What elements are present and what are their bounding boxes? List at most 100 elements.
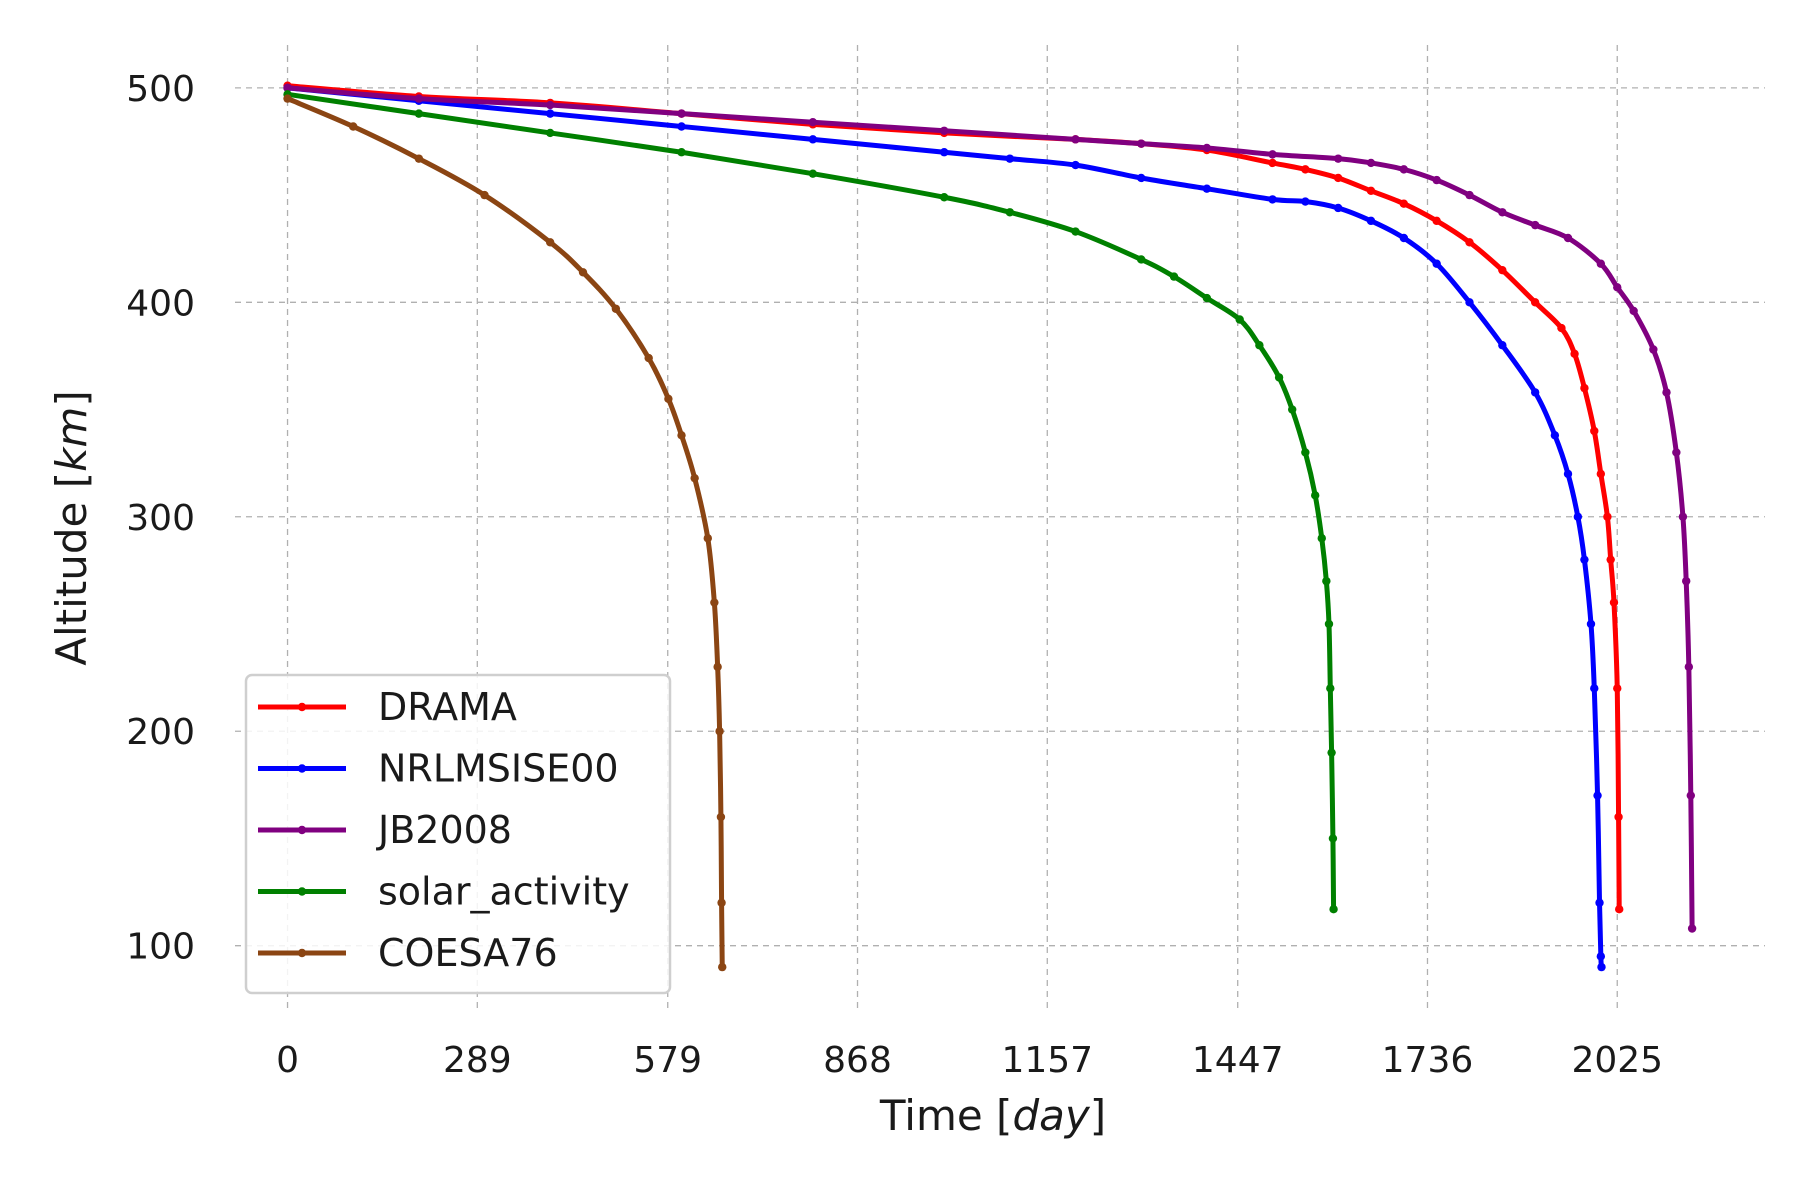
data-point <box>1586 619 1596 629</box>
data-point <box>1432 216 1441 226</box>
data-point <box>1580 555 1589 564</box>
data-point <box>1684 662 1694 672</box>
data-point <box>1329 905 1338 914</box>
data-point <box>1324 619 1334 629</box>
data-point <box>677 148 686 157</box>
legend-marker <box>297 887 307 896</box>
data-point <box>1327 748 1336 757</box>
x-tick-label: 0 <box>276 1040 299 1081</box>
data-point <box>1432 259 1441 268</box>
data-point <box>644 353 653 363</box>
data-point <box>1606 555 1615 564</box>
data-point <box>716 812 726 822</box>
data-point <box>414 94 424 103</box>
data-point <box>1629 306 1638 316</box>
data-point <box>1530 298 1540 307</box>
data-point <box>1613 283 1622 292</box>
data-point <box>690 473 699 483</box>
data-point <box>1590 426 1599 436</box>
legend-entry-drama: DRAMA <box>258 685 517 729</box>
data-point <box>1596 469 1606 479</box>
legend-entry-coesa76: COESA76 <box>258 931 558 975</box>
data-point <box>1071 227 1080 236</box>
data-point <box>1596 952 1606 961</box>
data-point <box>1682 576 1691 586</box>
data-point <box>1268 150 1277 159</box>
data-point <box>1288 405 1297 414</box>
legend-marker <box>297 764 307 773</box>
data-point <box>1595 898 1604 907</box>
data-point <box>1005 154 1015 163</box>
x-tick-label: 289 <box>443 1040 512 1081</box>
data-point <box>1136 255 1146 264</box>
data-point <box>611 304 621 313</box>
data-point <box>703 534 712 543</box>
data-point <box>1609 598 1619 607</box>
data-point <box>808 169 818 178</box>
series-line-jb2008 <box>285 85 1695 932</box>
data-point <box>1333 154 1343 163</box>
legend-label: DRAMA <box>378 685 517 729</box>
data-point <box>939 193 949 202</box>
legend-box <box>244 673 672 995</box>
data-point <box>1399 165 1409 174</box>
data-point <box>1005 208 1015 217</box>
data-point <box>939 148 949 157</box>
legend-label: NRLMSISE00 <box>378 747 619 791</box>
data-point <box>1678 512 1688 521</box>
data-point <box>1317 534 1326 543</box>
data-point <box>1465 238 1474 247</box>
legend-marker <box>297 825 307 835</box>
legend-marker <box>297 948 307 958</box>
data-point <box>1686 791 1695 800</box>
x-tick-label: 2025 <box>1571 1040 1663 1081</box>
x-tick-label: 579 <box>633 1040 702 1081</box>
data-point <box>1268 158 1277 168</box>
data-point <box>1202 184 1212 193</box>
data-point <box>1366 186 1376 196</box>
legend-label: COESA76 <box>378 931 558 975</box>
legend-marker <box>297 702 307 712</box>
x-axis-label: Time [day] <box>879 1091 1106 1140</box>
data-point <box>1071 135 1080 144</box>
data-point <box>1580 383 1589 393</box>
data-point <box>664 394 673 404</box>
series-jb2008 <box>283 83 1697 933</box>
data-point <box>545 238 555 247</box>
series-line-coesa76 <box>285 96 725 970</box>
data-point <box>1596 259 1606 268</box>
data-point <box>1366 158 1376 168</box>
tick-labels: 0 289 579 868 1157 1447 1736 2025 100 200 300 400 50… <box>126 69 1663 1081</box>
legend: DRAMA NRLMSISE00 JB2008 solar_activity COESA… <box>244 673 672 995</box>
data-point <box>1301 448 1310 457</box>
legend-entry-solar-activity: solar_activity <box>258 870 630 914</box>
data-point <box>1399 233 1409 243</box>
y-tick-label: 200 <box>126 712 195 753</box>
data-point <box>1301 197 1310 206</box>
data-point <box>414 154 424 163</box>
data-point <box>1202 143 1212 153</box>
data-point <box>1530 220 1540 230</box>
data-point <box>1550 431 1560 440</box>
data-point <box>939 126 949 135</box>
data-point <box>1465 190 1474 200</box>
data-point <box>1615 905 1624 914</box>
data-point <box>414 109 424 118</box>
data-point <box>1498 265 1507 275</box>
data-point <box>715 727 724 736</box>
data-point <box>1328 834 1338 843</box>
data-point <box>1498 341 1507 350</box>
data-point <box>1593 791 1602 800</box>
data-point <box>1603 512 1612 521</box>
data-point <box>1614 812 1623 822</box>
data-point <box>480 190 489 200</box>
data-point <box>1235 315 1244 324</box>
data-point <box>718 962 727 972</box>
data-point <box>283 83 292 93</box>
y-tick-label: 500 <box>126 69 195 110</box>
data-point <box>1399 199 1409 208</box>
data-point <box>1432 175 1441 185</box>
data-point <box>1672 448 1681 457</box>
